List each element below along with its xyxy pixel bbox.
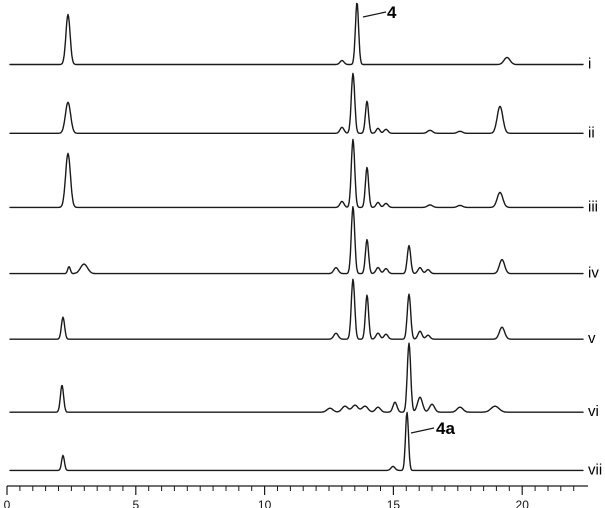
svg-text:ii: ii: [588, 124, 595, 141]
svg-text:5: 5: [132, 498, 139, 508]
svg-text:4: 4: [387, 3, 397, 22]
svg-text:i: i: [588, 56, 591, 73]
svg-text:vi: vi: [588, 403, 599, 420]
svg-text:4a: 4a: [436, 419, 455, 438]
svg-text:iv: iv: [588, 265, 599, 282]
svg-text:vii: vii: [588, 461, 602, 478]
svg-text:v: v: [588, 330, 596, 347]
svg-text:0: 0: [4, 498, 11, 508]
svg-text:20: 20: [516, 498, 530, 508]
svg-text:iii: iii: [588, 198, 598, 215]
svg-text:10: 10: [258, 498, 272, 508]
svg-text:15: 15: [387, 498, 401, 508]
